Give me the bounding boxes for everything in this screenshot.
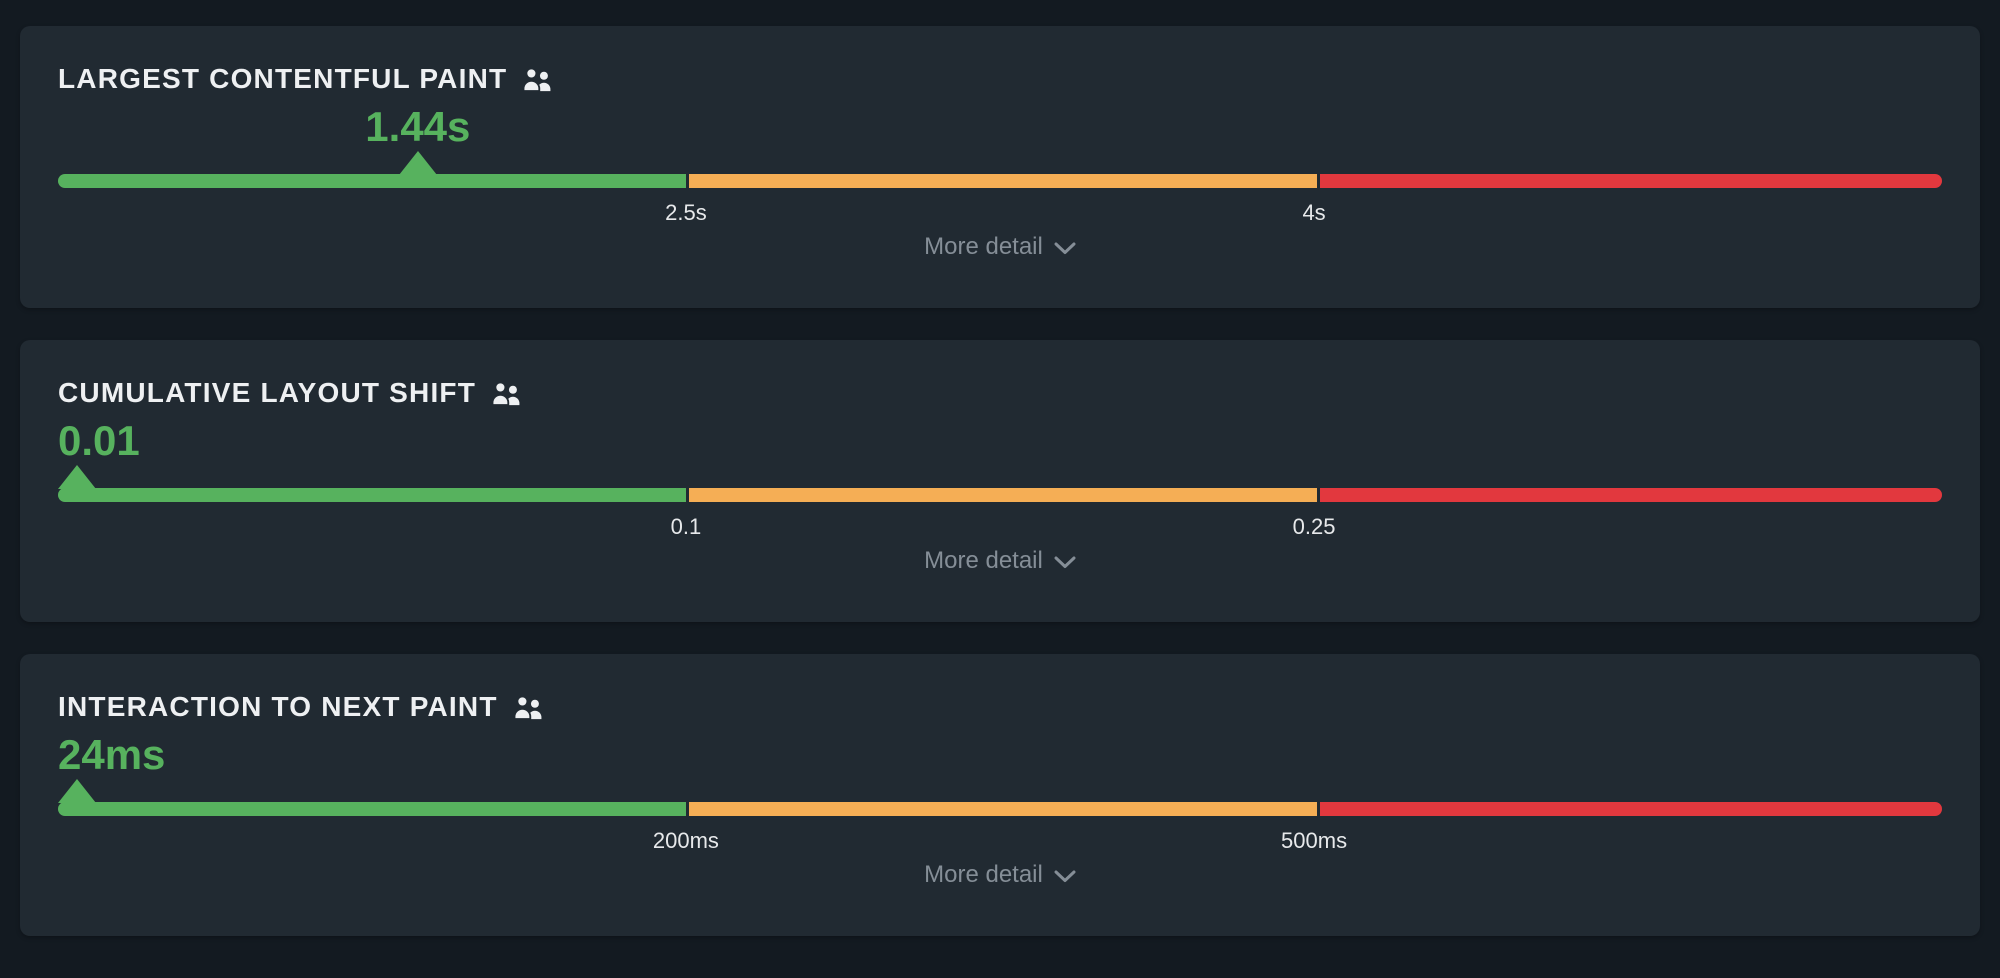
- real-users-icon[interactable]: [521, 66, 552, 92]
- metric-value-row: 24ms: [58, 732, 1942, 778]
- metric-header: LARGEST CONTENTFUL PAINT: [58, 62, 1942, 96]
- metric-header: INTERACTION TO NEXT PAINT: [58, 690, 1942, 724]
- more-detail-label: More detail: [924, 233, 1043, 260]
- chevron-down-icon: [1054, 556, 1076, 569]
- threshold-label: 500ms: [1281, 828, 1348, 853]
- gauge-bar: [58, 488, 1942, 502]
- metric-value: 1.44s: [365, 103, 471, 150]
- gauge-segment-poor: [1319, 802, 1942, 816]
- gauge-segment-good: [58, 174, 686, 188]
- gauge-segment-poor: [1319, 174, 1942, 188]
- threshold-label: 0.1: [670, 514, 702, 539]
- metric-value: 0.01: [58, 417, 140, 464]
- gauge-segment-good: [58, 802, 686, 816]
- threshold-label: 4s: [1302, 200, 1326, 225]
- metric-card-cls: CUMULATIVE LAYOUT SHIFT 0.01 0.1: [20, 340, 1980, 622]
- threshold-label: 200ms: [652, 828, 719, 853]
- marker-triangle: [57, 779, 96, 803]
- marker-row: [57, 464, 1942, 489]
- chevron-down-icon: [1054, 870, 1076, 883]
- metric-header: CUMULATIVE LAYOUT SHIFT: [58, 376, 1942, 410]
- threshold-label: 2.5s: [665, 200, 707, 225]
- metric-value-row: 0.01: [58, 418, 1942, 464]
- metric-title: LARGEST CONTENTFUL PAINT: [58, 63, 508, 94]
- gauge-segment-poor: [1319, 488, 1942, 502]
- marker-triangle: [57, 465, 96, 489]
- gauge-segment-needs-improvement: [688, 802, 1317, 816]
- metric-title: INTERACTION TO NEXT PAINT: [58, 691, 498, 722]
- marker-triangle: [398, 151, 437, 175]
- marker-row: [57, 778, 1942, 803]
- more-detail-label: More detail: [924, 547, 1043, 574]
- gauge-segment-needs-improvement: [688, 488, 1317, 502]
- gauge-segment-good: [58, 488, 686, 502]
- chevron-down-icon: [1054, 242, 1076, 255]
- gauge-segment-needs-improvement: [688, 174, 1317, 188]
- marker-row: [58, 150, 1942, 175]
- threshold-row: 0.1 0.25: [58, 514, 1942, 540]
- more-detail-button[interactable]: More detail: [58, 860, 1942, 890]
- metric-card-inp: INTERACTION TO NEXT PAINT 24ms 200ms: [20, 654, 1980, 936]
- threshold-label: 0.25: [1292, 514, 1336, 539]
- metric-title: CUMULATIVE LAYOUT SHIFT: [58, 377, 477, 408]
- metric-value-row: 1.44s: [58, 104, 1942, 150]
- metric-value: 24ms: [58, 731, 166, 778]
- threshold-row: 200ms 500ms: [58, 828, 1942, 854]
- threshold-row: 2.5s 4s: [58, 200, 1942, 226]
- more-detail-button[interactable]: More detail: [58, 546, 1942, 576]
- metric-card-lcp: LARGEST CONTENTFUL PAINT 1.44s 2.5s: [20, 26, 1980, 308]
- more-detail-button[interactable]: More detail: [58, 232, 1942, 262]
- more-detail-label: More detail: [924, 861, 1043, 888]
- gauge-bar: [58, 174, 1942, 188]
- real-users-icon[interactable]: [512, 694, 543, 720]
- gauge-bar: [58, 802, 1942, 816]
- real-users-icon[interactable]: [490, 380, 521, 406]
